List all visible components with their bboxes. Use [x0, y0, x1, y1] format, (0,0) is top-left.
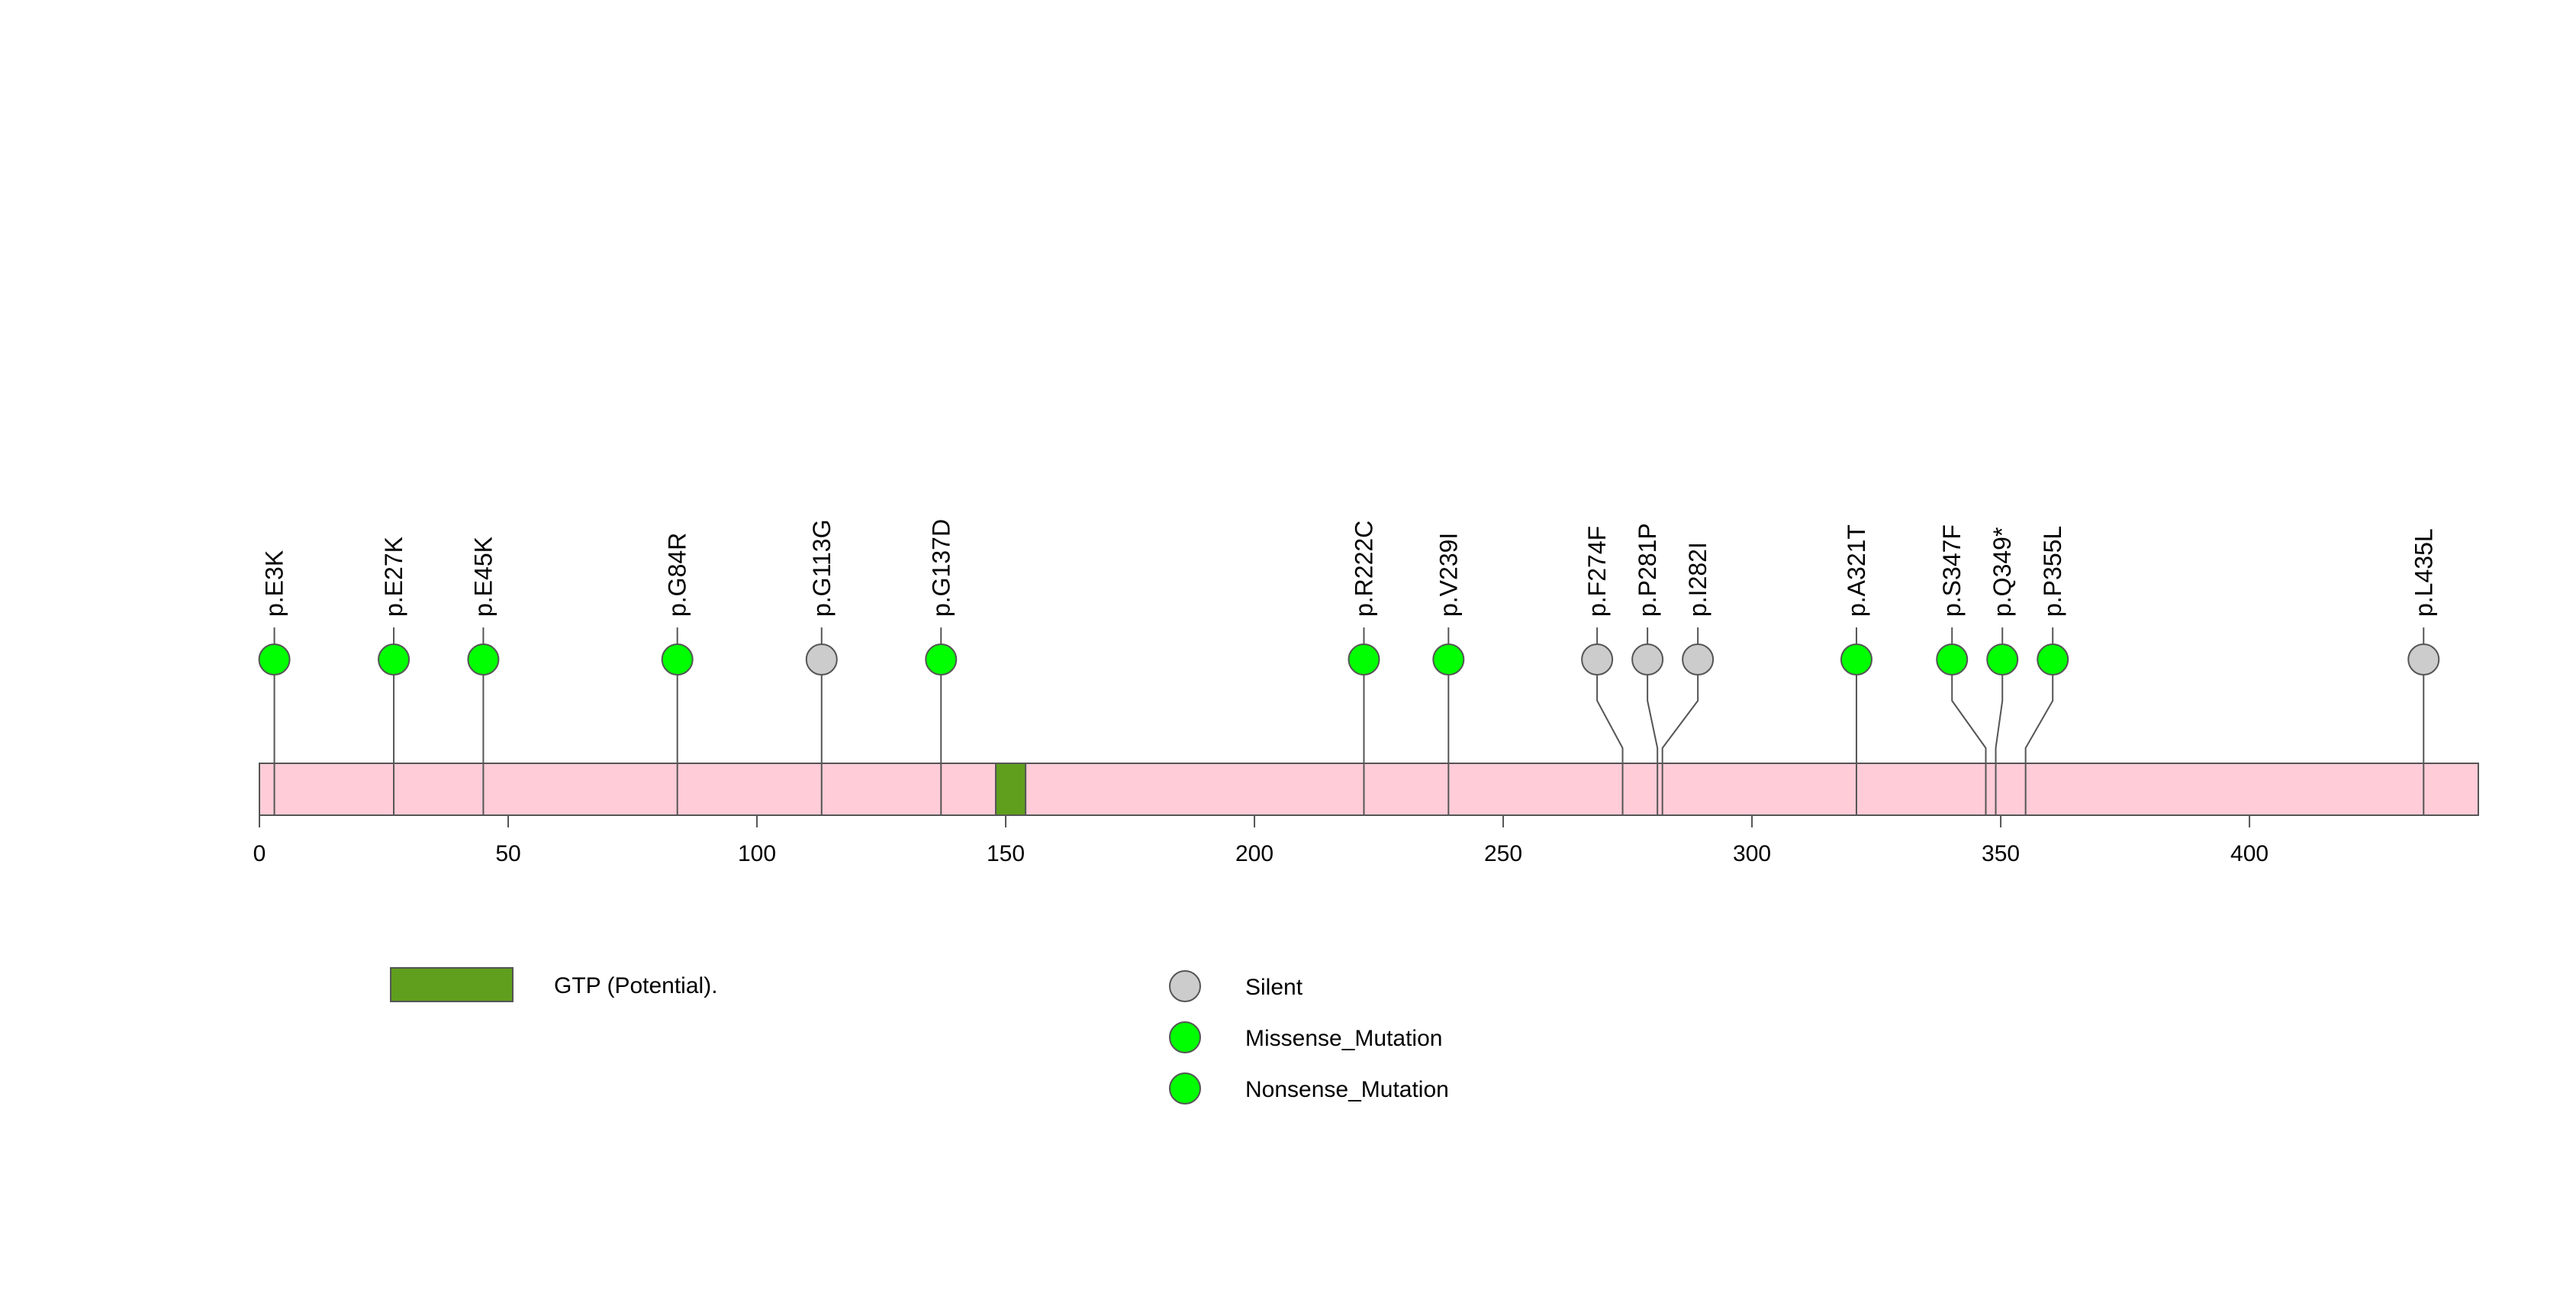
mutation-label-p-g84r: p.G84R [664, 533, 691, 617]
legend-label-silent: Silent [1245, 975, 1303, 1000]
mutation-label-p-g113g: p.G113G [808, 520, 836, 617]
mutation-head-p-g84r[interactable] [661, 643, 694, 676]
mutation-label-p-r222c: p.R222C [1350, 521, 1377, 617]
protein-bar-layer [259, 763, 2479, 816]
legend-marker-nonsense-mutation [1169, 1072, 1201, 1105]
mutation-head-p-g113g[interactable] [805, 643, 838, 676]
mutation-label-p-e45k: p.E45K [469, 537, 497, 617]
legend: GTP (Potential). Silent Missense_Mutation N… [390, 967, 1449, 1105]
mutation-label-p-f274f: p.F274F [1583, 526, 1611, 617]
x-axis: 0 50 100 150 200 250 300 350 400 [253, 814, 2268, 866]
x-tick-label-300: 300 [1733, 841, 1771, 866]
mutation-head-p-a321t[interactable] [1840, 643, 1872, 676]
mutation-label-p-q349: p.Q349* [1988, 527, 2016, 617]
mutation-head-p-e27k[interactable] [378, 643, 411, 676]
mutation-head-p-v239i[interactable] [1432, 643, 1465, 676]
mutation-head-p-e45k[interactable] [467, 643, 500, 676]
mutation-label-p-i282i: p.I282I [1684, 542, 1711, 617]
mutation-head-p-e3k[interactable] [258, 643, 291, 676]
mutation-head-p-s347f[interactable] [1936, 643, 1969, 676]
mutation-label-p-a321t: p.A321T [1843, 524, 1870, 617]
x-tick-label-50: 50 [495, 841, 520, 866]
mutation-label-p-e3k: p.E3K [261, 550, 288, 617]
mutation-label-p-s347f: p.S347F [1938, 524, 1966, 617]
mutation-label-p-e27k: p.E27K [380, 537, 407, 617]
x-tick-label-100: 100 [738, 841, 776, 866]
protein-bar [259, 763, 2479, 816]
mutation-label-p-l435l: p.L435L [2410, 528, 2437, 617]
mutation-label-p-p281p: p.P281P [1634, 523, 1661, 617]
mutation-head-p-r222c[interactable] [1348, 643, 1380, 676]
x-tick-label-350: 350 [1982, 841, 2020, 866]
legend-marker-silent [1169, 970, 1201, 1002]
legend-label-missense-mutation: Missense_Mutation [1245, 1026, 1442, 1051]
mutation-label-p-v239i: p.V239I [1435, 533, 1462, 617]
x-tick-label-250: 250 [1484, 841, 1522, 866]
mutation-head-p-g137d[interactable] [925, 643, 958, 676]
mutation-head-p-f274f[interactable] [1581, 643, 1614, 676]
x-tick-label-200: 200 [1235, 841, 1274, 866]
mutation-labels-layer: p.E3K p.E27K p.E45K p.G84R p.G113G p.G137D p.R… [261, 519, 2438, 617]
x-tick-label-400: 400 [2230, 841, 2268, 866]
mutation-head-p-l435l[interactable] [2407, 643, 2440, 676]
mutation-label-p-p355l: p.P355L [2039, 526, 2066, 617]
legend-label-nonsense-mutation: Nonsense_Mutation [1245, 1077, 1449, 1102]
domain-gtp-potential [994, 763, 1027, 816]
mutation-head-p-q349[interactable] [1986, 643, 2019, 676]
x-tick-label-0: 0 [253, 841, 266, 866]
mutation-head-p-p281p[interactable] [1631, 643, 1664, 676]
legend-swatch-gtp-potential [390, 967, 514, 1002]
mutation-label-p-g137d: p.G137D [927, 519, 955, 617]
lollipop-heads-layer [258, 627, 2440, 676]
mutation-head-p-p355l[interactable] [2037, 643, 2069, 676]
mutation-head-p-i282i[interactable] [1682, 643, 1715, 676]
legend-marker-missense-mutation [1169, 1021, 1201, 1053]
legend-label-gtp-potential: GTP (Potential). [554, 973, 718, 998]
x-tick-label-150: 150 [987, 841, 1025, 866]
